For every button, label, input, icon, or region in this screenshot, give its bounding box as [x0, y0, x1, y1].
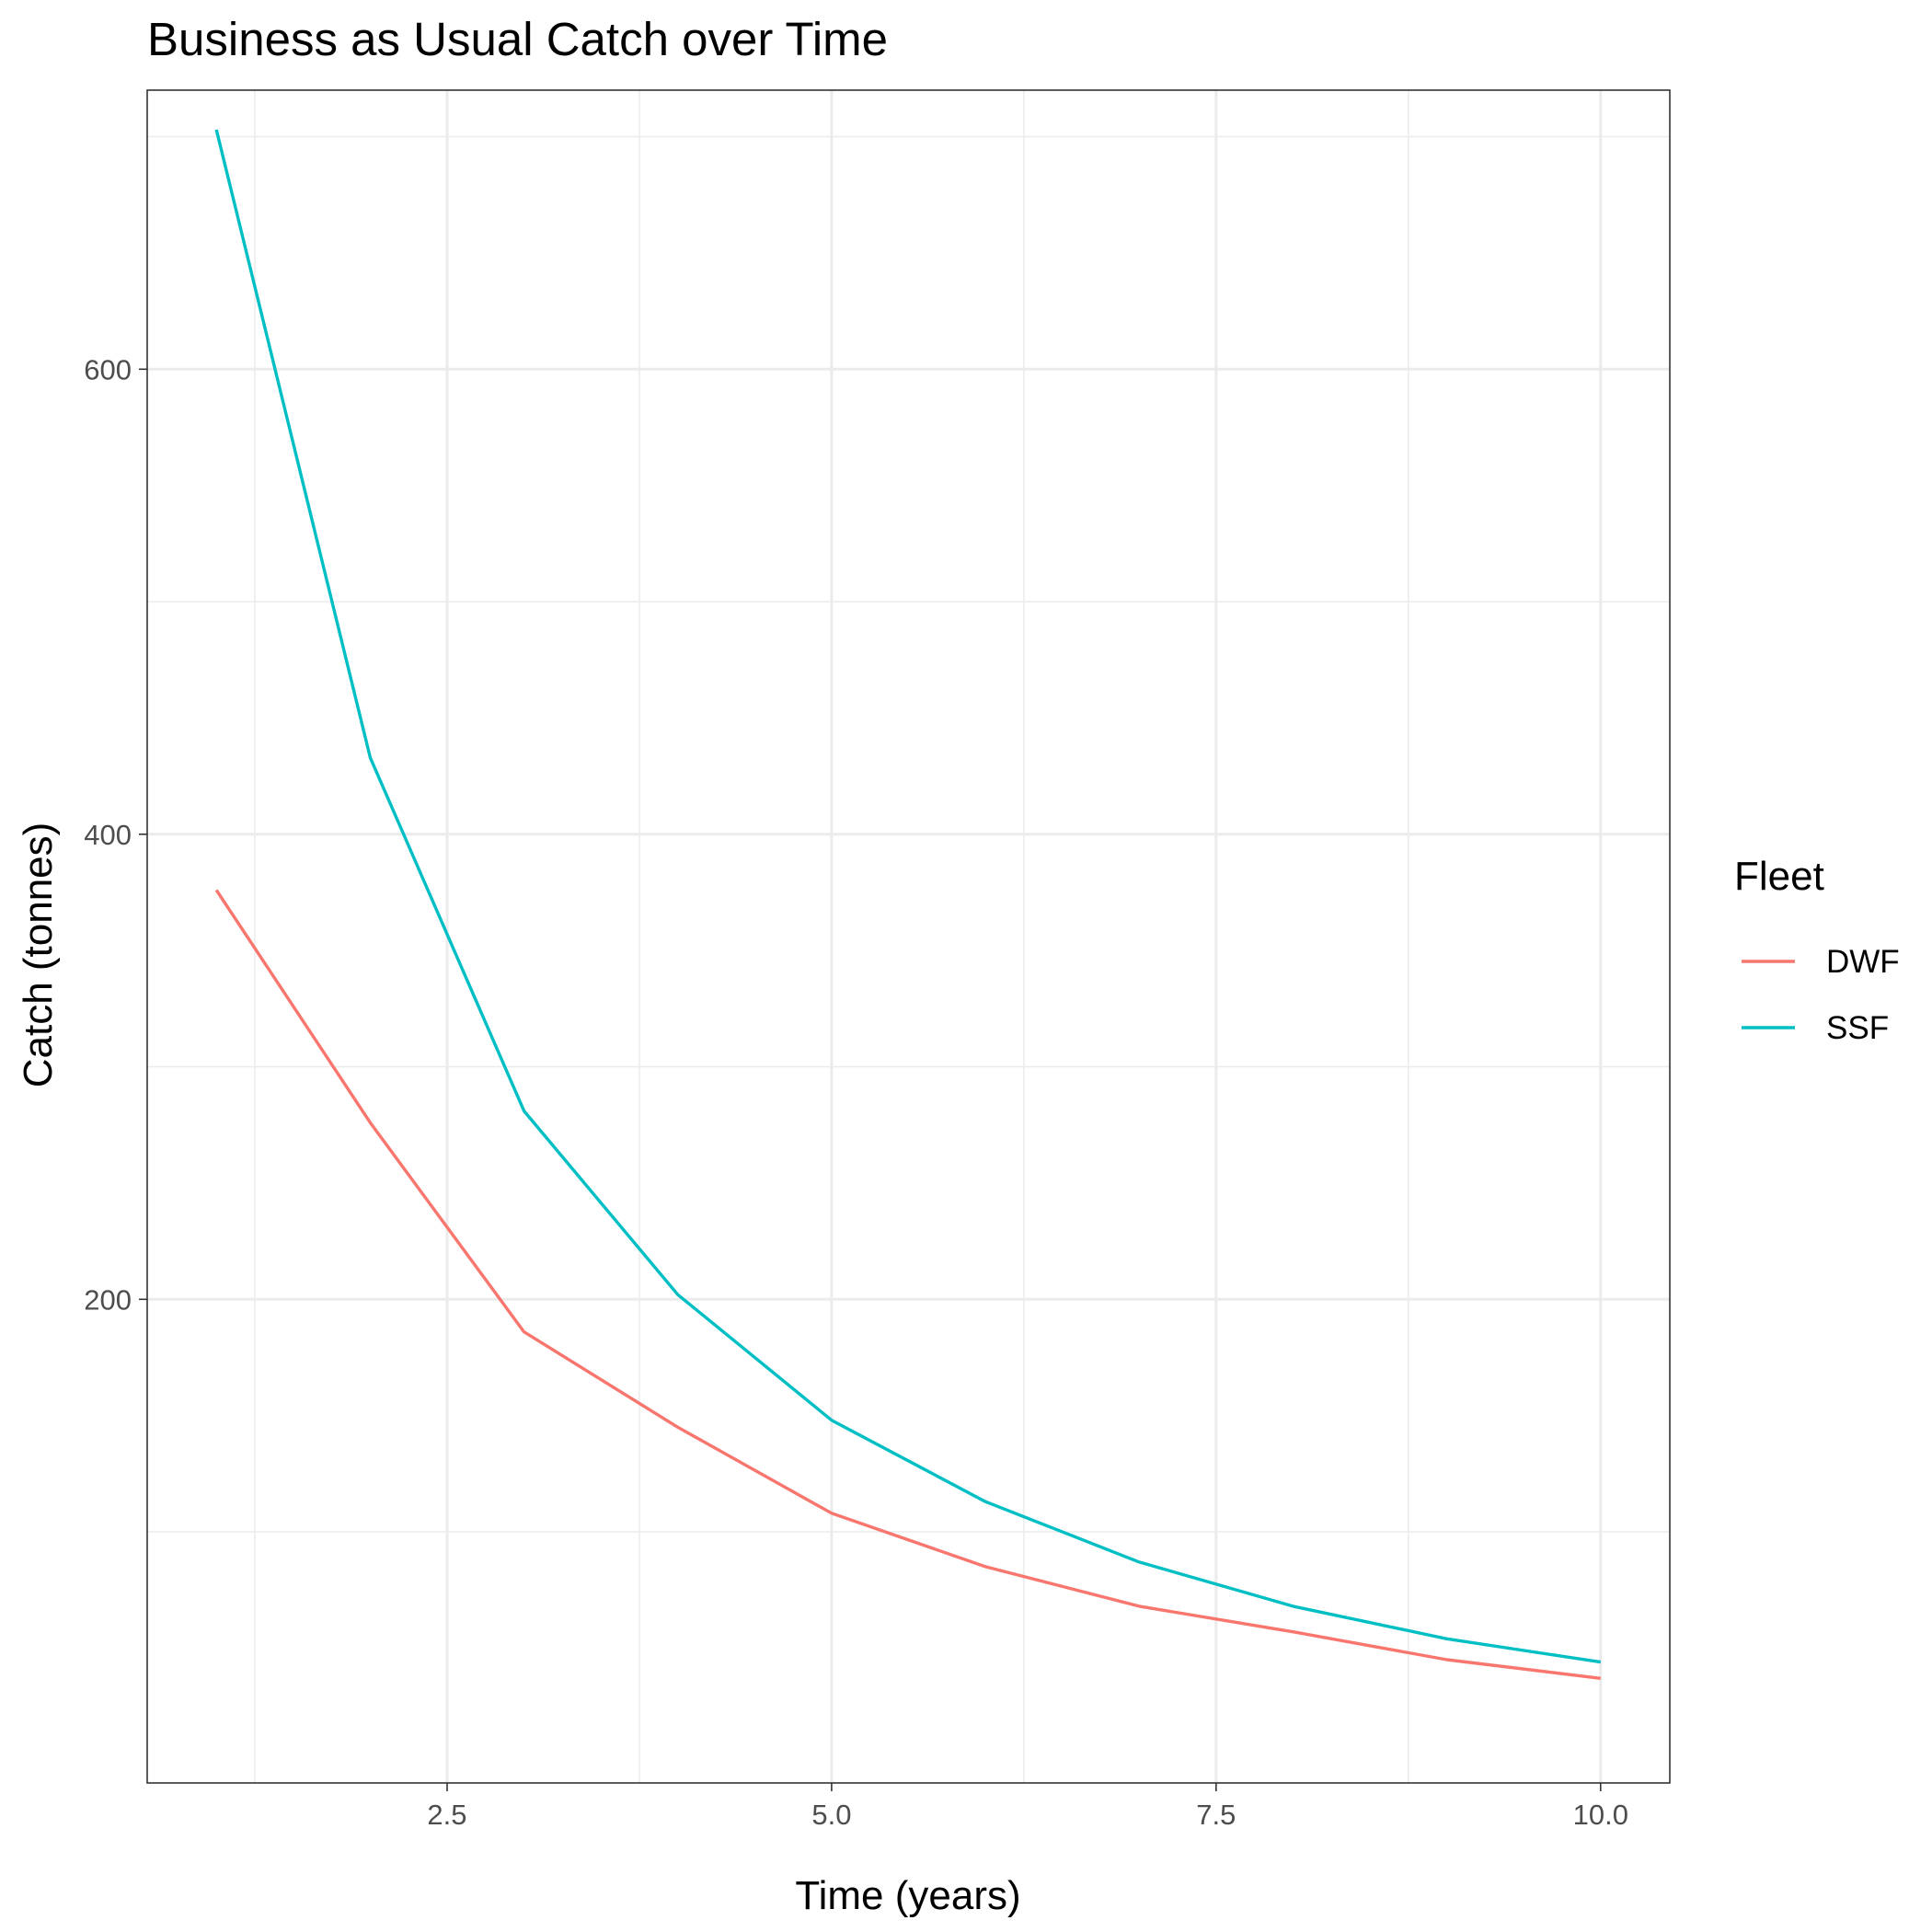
legend-item-ssf: SSF — [1742, 1010, 1889, 1046]
y-tick-label: 600 — [84, 353, 132, 385]
legend-title: Fleet — [1734, 854, 1824, 899]
series-lines — [214, 129, 1602, 1680]
series-line-dwf — [214, 889, 1602, 1680]
x-tick-label: 7.5 — [1196, 1799, 1236, 1831]
legend-label-dwf: DWF — [1826, 944, 1900, 980]
panel-background — [147, 90, 1670, 1783]
series-line-ssf — [214, 129, 1602, 1664]
x-tick-label: 2.5 — [427, 1799, 466, 1831]
y-tick-label: 400 — [84, 819, 132, 851]
y-tick-label: 200 — [84, 1283, 132, 1316]
chart-title: Business as Usual Catch over Time — [147, 13, 888, 65]
y-axis-title: Catch (tonnes) — [16, 822, 61, 1088]
x-tick-label: 10.0 — [1573, 1799, 1628, 1831]
legend-label-ssf: SSF — [1826, 1010, 1889, 1046]
x-tick-label: 5.0 — [811, 1799, 851, 1831]
x-axis: 2.5 5.0 7.5 10.0 — [427, 1783, 1628, 1831]
grid-minor — [147, 90, 1670, 1783]
legend-item-dwf: DWF — [1742, 944, 1900, 980]
panel-border — [146, 89, 1671, 1784]
x-axis-title: Time (years) — [795, 1873, 1020, 1918]
legend: Fleet DWF SSF — [1734, 854, 1900, 1046]
y-axis: 200 400 600 — [84, 353, 147, 1316]
